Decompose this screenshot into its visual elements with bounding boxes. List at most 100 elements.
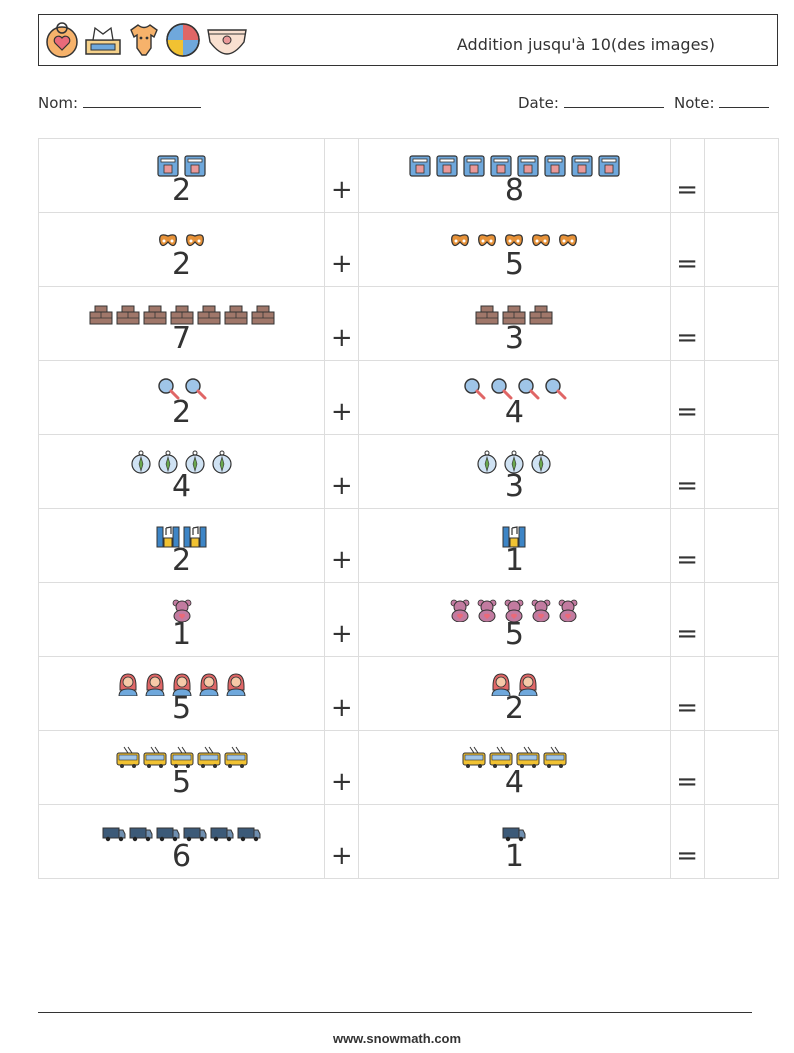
delivery-van-icon [183, 827, 207, 842]
brick-wall-icon [116, 305, 140, 325]
coffee-machine-icon [436, 155, 458, 177]
coffee-machine-icon [463, 155, 485, 177]
addend-b-pictures [359, 300, 669, 326]
equals-sign: = [676, 545, 698, 575]
problem-grid: 2 +8 = 2 +5 = 7 +3 = 2 +4 = 4 +3 = 2 +1 = 1 +5 = 5 +2 = 5 +4 = 6 +1 = [37, 138, 780, 879]
problem-row: 2 +4 = [37, 360, 780, 435]
addend-b-number: 5 [504, 247, 524, 282]
addend-b-cell: 2 [358, 656, 671, 731]
teddy-bear-icon [172, 599, 191, 622]
woman-avatar-icon [518, 673, 538, 696]
addend-a-cell: 2 [37, 138, 326, 213]
pretzel-icon [532, 234, 551, 247]
answer-cell[interactable] [703, 730, 780, 805]
addend-b-cell: 4 [358, 730, 671, 805]
plus-sign: + [330, 767, 353, 797]
plus-cell: + [324, 138, 360, 213]
addend-a-pictures [39, 818, 324, 844]
equals-cell: = [669, 360, 705, 435]
brick-wall-icon [143, 305, 167, 325]
trolleybus-icon [543, 746, 567, 768]
magnifying-glass-icon [518, 378, 540, 400]
pretzel-icon [186, 234, 205, 247]
addend-a-cell: 5 [37, 730, 326, 805]
trolleybus-icon [197, 746, 221, 768]
addend-b-cell: 1 [358, 804, 671, 879]
brick-wall-icon [251, 305, 275, 325]
coffee-machine-icon [571, 155, 593, 177]
pretzel-icon [559, 234, 578, 247]
equals-sign: = [676, 619, 698, 649]
equals-sign: = [676, 767, 698, 797]
name-label: Nom: [38, 94, 79, 112]
addend-a-number: 1 [172, 617, 192, 652]
brick-wall-icon [197, 305, 221, 325]
name-blank[interactable] [82, 93, 201, 108]
pretzel-icon [505, 234, 524, 247]
equals-cell: = [669, 508, 705, 583]
magnifying-glass-icon [464, 378, 486, 400]
addend-b-pictures [359, 744, 669, 770]
teddy-bear-icon [451, 599, 470, 622]
plus-cell: + [324, 656, 360, 731]
problem-row: 2 +8 = [37, 138, 780, 213]
equals-cell: = [669, 212, 705, 287]
addend-a-cell: 7 [37, 286, 326, 361]
plus-sign: + [330, 545, 353, 575]
problem-row: 7 +3 = [37, 286, 780, 361]
trolleybus-icon [516, 746, 540, 768]
coffee-machine-icon [490, 155, 512, 177]
answer-cell[interactable] [703, 138, 780, 213]
woman-avatar-icon [491, 673, 511, 696]
trolleybus-icon [116, 746, 140, 768]
addend-b-number: 3 [504, 321, 524, 356]
addend-b-number: 3 [504, 469, 524, 504]
answer-cell[interactable] [703, 804, 780, 879]
plus-cell: + [324, 804, 360, 879]
addend-b-pictures [359, 596, 669, 622]
brick-wall-icon [170, 305, 194, 325]
answer-cell[interactable] [703, 656, 780, 731]
woman-avatar-icon [226, 673, 246, 696]
answer-cell[interactable] [703, 286, 780, 361]
addend-b-pictures [359, 670, 669, 696]
addend-a-pictures [39, 448, 324, 474]
addend-a-pictures [39, 226, 324, 252]
addend-a-number: 6 [172, 839, 192, 874]
addend-b-pictures [359, 374, 669, 400]
equals-cell: = [669, 804, 705, 879]
addend-b-cell: 5 [358, 582, 671, 657]
addend-a-cell: 6 [37, 804, 326, 879]
speaker-system-icon [183, 526, 207, 548]
coffee-machine-icon [517, 155, 539, 177]
answer-cell[interactable] [703, 434, 780, 509]
note-blank[interactable] [719, 93, 770, 108]
name-field: Nom: [38, 93, 201, 112]
addend-b-number: 5 [504, 617, 524, 652]
trolleybus-icon [462, 746, 486, 768]
magnifying-glass-icon [491, 378, 513, 400]
addend-a-number: 4 [172, 469, 192, 504]
problem-row: 4 +3 = [37, 434, 780, 509]
date-blank[interactable] [563, 93, 664, 108]
addend-b-pictures [359, 818, 669, 844]
answer-cell[interactable] [703, 508, 780, 583]
answer-cell[interactable] [703, 582, 780, 657]
plus-sign: + [330, 249, 353, 279]
plus-sign: + [330, 175, 353, 205]
compass-icon [531, 450, 552, 474]
addend-a-number: 2 [172, 543, 192, 578]
answer-cell[interactable] [703, 360, 780, 435]
addend-b-cell: 8 [358, 138, 671, 213]
delivery-van-icon [129, 827, 153, 842]
magnifying-glass-icon [158, 378, 180, 400]
worksheet-title: Addition jusqu'à 10(des images) [456, 35, 715, 54]
woman-avatar-icon [118, 673, 138, 696]
addend-b-number: 4 [504, 395, 524, 430]
addend-b-cell: 5 [358, 212, 671, 287]
equals-cell: = [669, 434, 705, 509]
equals-sign: = [676, 397, 698, 427]
answer-cell[interactable] [703, 212, 780, 287]
header-icons [45, 22, 249, 60]
teddy-bear-icon [478, 599, 497, 622]
